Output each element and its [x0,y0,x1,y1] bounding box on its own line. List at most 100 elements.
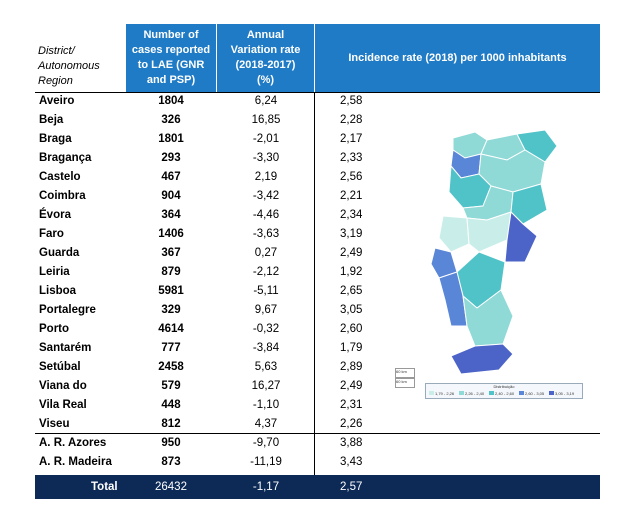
header-incidence: Incidence rate (2018) per 1000 inhabitan… [315,24,600,92]
legend-item: 2,26 - 2,40 [459,391,484,396]
row-district: Portalegre [39,304,96,316]
row-region: A. R. Madeira [39,456,112,468]
scale-label: 60 km [396,379,407,384]
row-cases: 1801 [158,133,184,145]
row-variation: 2,19 [254,171,278,183]
row-variation: -5,11 [253,285,279,297]
header-incidence-label: Incidence rate (2018) per 1000 inhabitan… [348,51,567,64]
table-row: Vila Real 448 -1,10 2,31 [0,397,622,416]
legend-swatch [459,391,464,395]
header-divider [314,24,315,92]
legend-label: 2,26 - 2,40 [465,391,485,396]
row-incidence: 2,31 [340,399,363,411]
table-row: Santarém 777 -3,84 1,79 [0,340,622,359]
header-region: District/ Autonomous Region [38,44,100,89]
total-row: Total 26432 -1,17 2,57 [35,475,600,499]
table-row: Castelo 467 2,19 2,56 [0,169,622,188]
legend-item: 3,05 - 3,19 [549,391,574,396]
row-variation: -3,84 [252,342,280,354]
row-incidence: 3,43 [340,456,363,468]
row-incidence: 2,28 [340,114,363,126]
row-district: Beja [39,114,64,126]
row-district: Braga [39,133,72,145]
row-variation: -2,12 [252,266,280,278]
region-rule [35,433,600,434]
row-cases: 579 [161,380,181,392]
row-district: Viana do [39,380,87,392]
region-row: A. R. Madeira 873 -11,19 3,43 [0,454,622,473]
row-variation: 16,85 [251,114,281,126]
row-cases: 293 [161,152,181,164]
header-cases-line: to LAE (GNR [137,59,205,71]
legend-label: 3,05 - 3,19 [555,391,575,396]
row-cases: 367 [161,247,181,259]
row-variation: -3,63 [252,228,280,240]
legend-items: 1,79 - 2,26 2,26 - 2,40 2,40 - 2,60 2,60 - … [429,391,581,397]
row-variation: 4,37 [254,418,278,430]
table-row: Faro 1406 -3,63 3,19 [0,226,622,245]
column-divider [314,93,315,475]
row-cases: 873 [161,456,181,468]
legend-title: Distribuição [493,384,515,389]
row-district: Coimbra [39,190,86,202]
legend-label: 2,60 - 3,05 [525,391,545,396]
header-var-line: Variation rate [230,44,301,56]
row-variation: 5,63 [254,361,278,373]
header-variation: Annual Variation rate (2018-2017) (%) [217,24,314,92]
row-variation: 0,27 [254,247,278,259]
row-district: Santarém [39,342,92,354]
row-cases: 329 [161,304,181,316]
row-district: Porto [39,323,70,335]
map-scale-bar: 60 km [395,378,415,388]
row-district: Aveiro [39,95,75,107]
legend-item: 2,60 - 3,05 [519,391,544,396]
legend-swatch [549,391,554,395]
total-label: Total [91,481,118,493]
row-cases: 448 [161,399,181,411]
region-portalegre [504,210,538,263]
row-district: Castelo [39,171,81,183]
portugal-district-map [395,120,575,400]
total-cases: 26432 [155,481,187,493]
map-legend: Distribuição 1,79 - 2,26 2,26 - 2,40 2,40 … [425,383,583,399]
map-svg [430,129,558,375]
row-cases: 879 [161,266,181,278]
table-row: Braga 1801 -2,01 2,17 [0,131,622,150]
legend-item: 1,79 - 2,26 [429,391,454,396]
region-castelo-branco [510,183,548,225]
row-incidence: 2,49 [340,247,363,259]
table-row: Lisboa 5981 -5,11 2,65 [0,283,622,302]
row-incidence: 1,92 [340,266,363,278]
legend-swatch [519,391,524,395]
header-cases-line: Number of [143,29,199,41]
row-incidence: 2,26 [340,418,363,430]
region-leiria [438,215,470,253]
table-row: Aveiro 1804 6,24 2,58 [0,93,622,112]
table-row: Évora 364 -4,46 2,34 [0,207,622,226]
table-row: Portalegre 329 9,67 3,05 [0,302,622,321]
header-region-line: Region [38,75,73,87]
header-cases-line: cases reported [131,44,211,56]
table-row: Setúbal 2458 5,63 2,89 [0,359,622,378]
row-variation: -3,30 [252,152,280,164]
row-variation: 9,67 [254,304,278,316]
row-cases: 812 [161,418,181,430]
table-row: Leiria 879 -2,12 1,92 [0,264,622,283]
table-row: Viana do 579 16,27 2,49 [0,378,622,397]
header-var-line: Annual [246,29,285,41]
row-incidence: 2,34 [340,209,363,221]
row-variation: -2,01 [252,133,280,145]
total-variation: -1,17 [252,481,280,493]
total-incidence: 2,57 [340,481,363,493]
table-row: Beja 326 16,85 2,28 [0,112,622,131]
row-cases: 5981 [158,285,184,297]
row-region: A. R. Azores [39,437,107,449]
row-variation: -11,19 [250,456,282,468]
region-row: A. R. Azores 950 -9,70 3,88 [0,435,622,454]
scale-label: 60 km [396,369,407,374]
header-divider [216,24,217,92]
row-cases: 467 [161,171,181,183]
row-variation: 16,27 [251,380,281,392]
row-incidence: 2,17 [340,133,363,145]
row-cases: 777 [161,342,181,354]
